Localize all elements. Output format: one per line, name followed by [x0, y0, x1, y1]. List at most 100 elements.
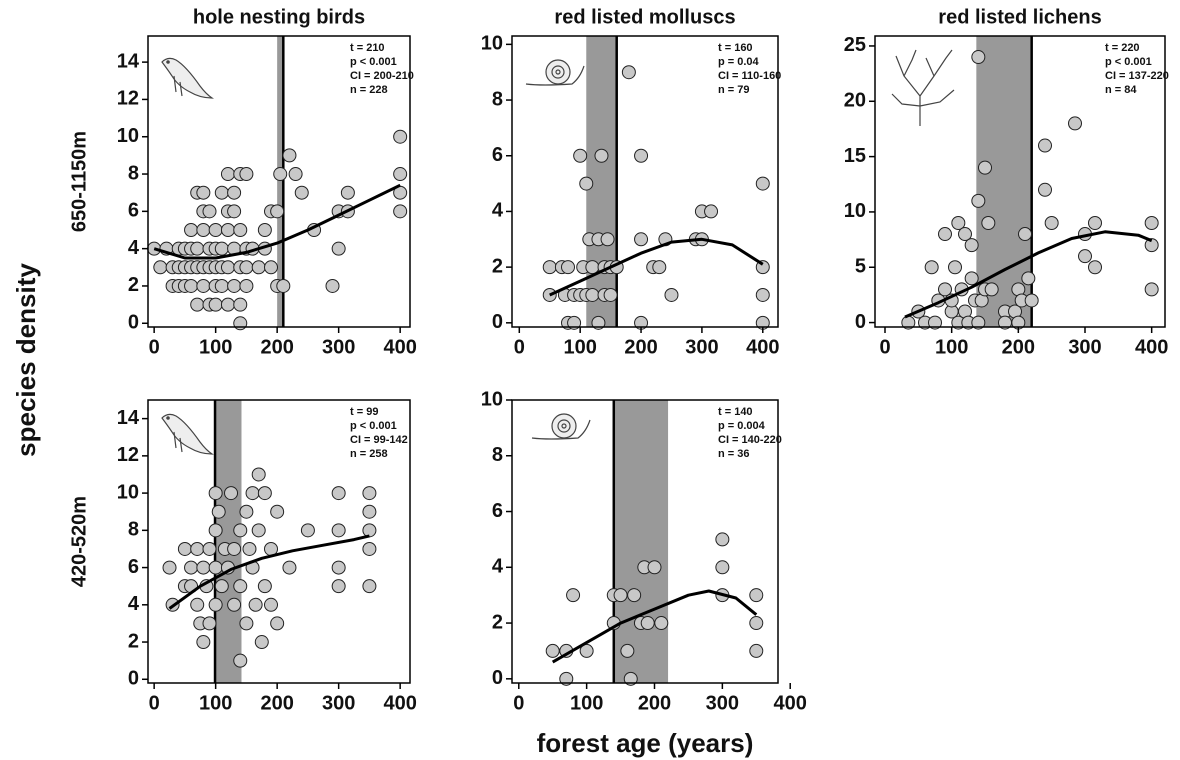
point — [208, 597, 223, 612]
point — [257, 223, 272, 237]
point — [1044, 215, 1059, 230]
point — [561, 260, 575, 275]
point — [264, 597, 279, 612]
point — [331, 579, 346, 594]
x-axis-label: forest age (years) — [537, 728, 754, 758]
y-tick-label: 10 — [481, 33, 503, 55]
annotation: t = 210 — [350, 42, 385, 54]
point — [233, 523, 248, 538]
point — [202, 541, 217, 556]
point — [654, 616, 669, 631]
point — [623, 671, 638, 686]
point — [1024, 293, 1039, 308]
point — [214, 579, 229, 594]
point — [340, 185, 355, 200]
lichen-icon — [891, 49, 955, 126]
point — [251, 260, 266, 275]
point — [1144, 282, 1159, 297]
point — [964, 271, 979, 286]
point — [715, 560, 730, 575]
y-tick-label: 12 — [117, 88, 139, 110]
point — [594, 148, 609, 163]
y-tick-label: 10 — [481, 388, 503, 410]
y-tick-label: 14 — [117, 50, 140, 72]
point — [393, 129, 408, 144]
fit-curve — [551, 589, 758, 664]
x-tick-label: 0 — [149, 692, 160, 714]
point — [627, 588, 642, 603]
point — [1144, 238, 1159, 253]
point — [585, 260, 600, 275]
point — [233, 297, 248, 312]
point — [585, 287, 600, 302]
point — [233, 316, 248, 331]
point — [749, 616, 764, 631]
y-tick-label: 5 — [855, 256, 866, 278]
point — [647, 560, 662, 575]
point — [362, 486, 377, 501]
point — [239, 260, 254, 275]
point — [190, 297, 205, 312]
bird-icon — [161, 413, 214, 455]
point — [640, 616, 655, 631]
point — [208, 523, 223, 538]
y-tick-label: 0 — [492, 667, 503, 689]
point — [184, 278, 199, 293]
snail-icon — [525, 59, 585, 86]
point — [214, 185, 229, 200]
point — [196, 223, 211, 237]
point — [239, 278, 254, 293]
point — [652, 260, 667, 275]
point — [393, 167, 408, 182]
point — [184, 560, 199, 575]
point — [664, 287, 679, 302]
point — [242, 541, 257, 556]
y-tick-label: 0 — [855, 311, 866, 333]
point — [288, 167, 303, 182]
point — [202, 616, 217, 631]
point — [254, 635, 269, 650]
point — [634, 232, 649, 247]
point — [755, 287, 770, 302]
x-tick-label: 200 — [638, 692, 671, 714]
annotation: t = 140 — [718, 406, 753, 418]
point — [1088, 215, 1102, 230]
point — [196, 278, 211, 293]
icons — [161, 49, 955, 455]
point — [196, 560, 211, 575]
point — [1088, 260, 1102, 275]
point — [984, 282, 999, 297]
annotation: n = 228 — [350, 84, 388, 96]
point — [567, 315, 582, 330]
x-tick-label: 0 — [514, 336, 525, 358]
x-tick-label: 300 — [685, 336, 718, 358]
point — [239, 616, 254, 631]
x-tick-label: 0 — [513, 692, 524, 714]
plot-frame — [874, 35, 1166, 328]
point — [239, 167, 254, 182]
annotation: t = 160 — [718, 42, 753, 54]
point — [755, 176, 770, 191]
annotation: t = 220 — [1105, 42, 1140, 54]
x-tick-label: 300 — [1068, 336, 1101, 358]
point — [257, 579, 272, 594]
point — [282, 560, 297, 575]
point — [227, 597, 242, 612]
point — [958, 227, 972, 242]
point — [749, 588, 764, 603]
y-tick-label: 20 — [844, 90, 866, 112]
ci-band — [277, 36, 284, 327]
point — [276, 278, 291, 293]
panel-title: red listed molluscs — [554, 6, 735, 28]
point — [214, 278, 229, 293]
x-tick-label: 400 — [383, 692, 416, 714]
point — [251, 467, 266, 482]
point — [362, 541, 377, 556]
point — [362, 523, 377, 538]
panel: 0 100 200 300 400 0 2 4 6 8 10 12 14 420-520m t = 99 p … — [68, 399, 417, 714]
point — [620, 643, 635, 658]
fit-curve — [168, 534, 370, 610]
ci-band — [613, 400, 669, 683]
panel-title: red listed lichens — [938, 6, 1101, 28]
point — [233, 653, 248, 668]
